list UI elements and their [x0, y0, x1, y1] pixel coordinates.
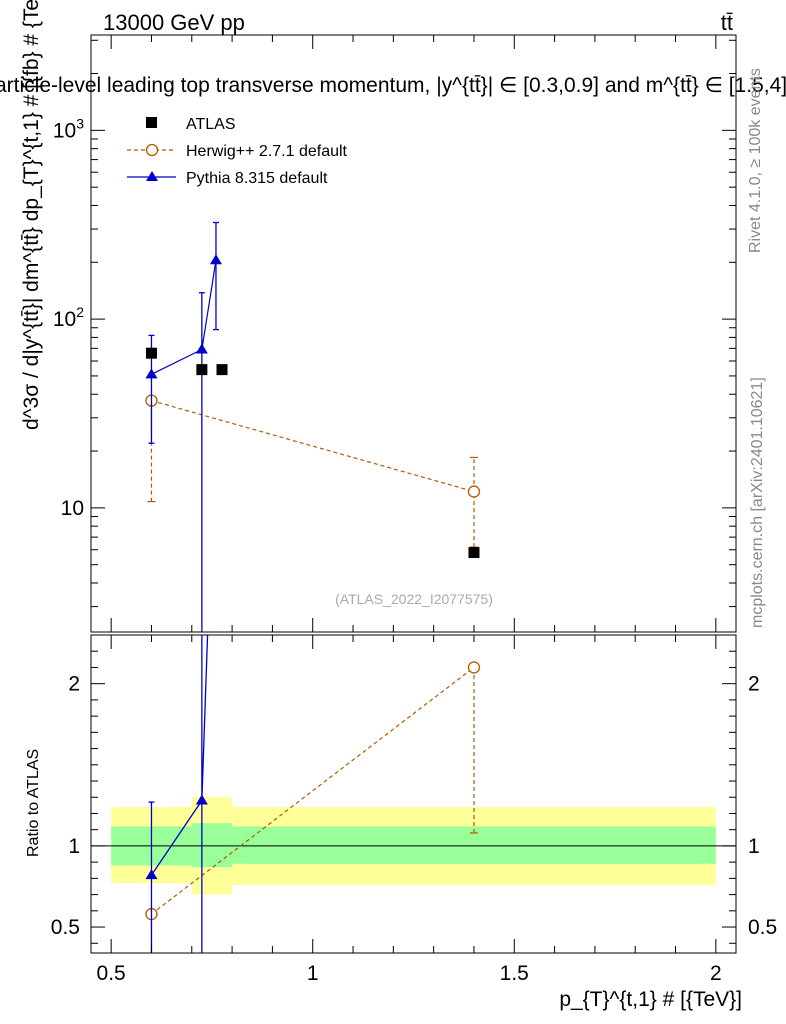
- atlas-point: [196, 364, 208, 376]
- y-tick-label: 102: [53, 304, 84, 331]
- herwig-ratio-line: [151, 666, 475, 915]
- x-tick-label: 1.5: [500, 962, 529, 985]
- herwig-point: [467, 485, 481, 498]
- header-energy-label: 13000 GeV pp: [103, 10, 245, 35]
- x-axis-label: p_{T}^{t,1} # [{TeV}]: [559, 988, 742, 1011]
- y-tick-label-base: 10: [53, 308, 76, 331]
- pythia-point: [209, 254, 222, 265]
- legend-label-atlas: ATLAS: [186, 116, 236, 133]
- main-panel-content: [145, 221, 481, 632]
- ratio-tick-label: 2: [68, 673, 80, 696]
- ratio-tick-label: 1: [68, 835, 80, 858]
- band-inner-1: [191, 823, 233, 868]
- rivet-version-label: Rivet 4.1.0, ≥ 100k events: [747, 68, 764, 253]
- y-tick-label: 103: [53, 115, 84, 142]
- pythia-point: [145, 368, 158, 379]
- atlas-point: [468, 547, 480, 559]
- y-tick-label-base: 10: [53, 119, 76, 142]
- ratio-tick-label-right: 2: [748, 673, 760, 696]
- chart-title: article-level leading top transverse mom…: [0, 74, 786, 97]
- atlas-point: [145, 347, 157, 359]
- x-tick-label: 2: [710, 962, 722, 985]
- legend-marker-atlas: [146, 117, 157, 128]
- ratio-tick-label-right: 1: [748, 835, 760, 858]
- ratio-panel-frame: [90, 634, 737, 954]
- main-panel-frame: [90, 34, 737, 633]
- ratio-tick-label: 0.5: [51, 916, 80, 939]
- legend-marker-pythia: [146, 171, 158, 181]
- header-process-label: tt̄: [721, 10, 733, 35]
- herwig-line: [151, 400, 475, 493]
- legend: ATLAS Herwig++ 2.7.1 default Pythia 8.31…: [127, 116, 348, 187]
- pythia-line: [151, 260, 217, 375]
- mcplots-source-label: mcplots.cern.ch [arXiv:2401.10621]: [749, 377, 766, 628]
- y-tick-label-exponent: 2: [76, 304, 84, 320]
- y-tick-label: 10: [61, 497, 84, 520]
- analysis-id-label: (ATLAS_2022_I2077575): [335, 591, 493, 607]
- pythia-ratio-point: [210, 386, 222, 396]
- ratio-panel-content: [145, 386, 481, 953]
- y-tick-label-exponent: 3: [76, 115, 84, 131]
- uncertainty-bands: [91, 797, 736, 895]
- legend-marker-herwig: [145, 143, 159, 157]
- chart-title-text: article-level leading top transverse mom…: [0, 74, 786, 97]
- ratio-axis-label: Ratio to ATLAS: [25, 749, 42, 857]
- pythia-point: [195, 343, 208, 354]
- axis-ticks: [91, 35, 736, 953]
- ratio-tick-label-right: 0.5: [748, 916, 777, 939]
- x-tick-label: 0.5: [97, 962, 126, 985]
- pythia-ratio-point: [145, 869, 158, 880]
- atlas-point: [216, 364, 228, 376]
- y-axis-label: d^3σ / d|y^{tt̄}| dm^{tt̄} dp_{T}^{t,1} …: [20, 0, 43, 430]
- herwig-ratio-point: [467, 661, 481, 674]
- pythia-ratio-point: [195, 794, 208, 805]
- legend-label-herwig: Herwig++ 2.7.1 default: [186, 143, 348, 160]
- legend-label-pythia: Pythia 8.315 default: [186, 170, 328, 187]
- x-tick-label: 1: [307, 962, 319, 985]
